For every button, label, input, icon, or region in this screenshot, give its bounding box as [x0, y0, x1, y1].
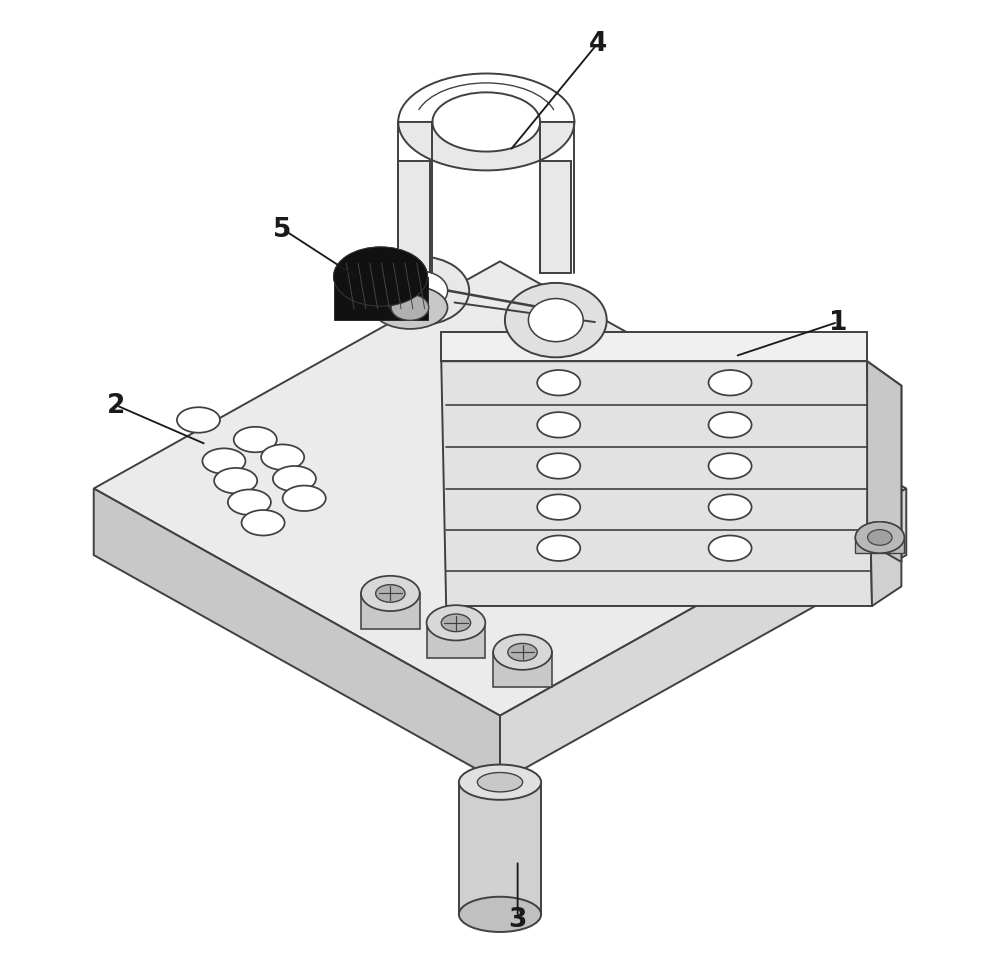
Ellipse shape	[709, 413, 752, 438]
Ellipse shape	[228, 490, 271, 515]
Ellipse shape	[537, 371, 580, 396]
Polygon shape	[398, 123, 574, 171]
Text: 5: 5	[273, 217, 292, 243]
Ellipse shape	[459, 897, 541, 932]
Ellipse shape	[508, 644, 537, 661]
Polygon shape	[441, 362, 872, 606]
Ellipse shape	[709, 454, 752, 479]
Ellipse shape	[868, 530, 892, 546]
Ellipse shape	[537, 413, 580, 438]
Polygon shape	[361, 594, 420, 629]
Polygon shape	[500, 489, 906, 782]
Polygon shape	[427, 623, 485, 658]
Text: 3: 3	[508, 907, 527, 932]
Ellipse shape	[391, 295, 429, 321]
Ellipse shape	[855, 522, 904, 554]
Text: 2: 2	[107, 393, 125, 419]
Ellipse shape	[234, 427, 277, 453]
Ellipse shape	[855, 522, 904, 554]
Ellipse shape	[393, 272, 448, 311]
Ellipse shape	[505, 284, 607, 358]
Ellipse shape	[242, 511, 285, 536]
Ellipse shape	[709, 536, 752, 561]
Ellipse shape	[709, 371, 752, 396]
Ellipse shape	[709, 495, 752, 520]
Polygon shape	[540, 162, 571, 274]
Polygon shape	[867, 362, 901, 606]
Ellipse shape	[334, 247, 428, 307]
Ellipse shape	[493, 635, 552, 670]
Ellipse shape	[177, 408, 220, 433]
Ellipse shape	[361, 576, 420, 611]
Polygon shape	[334, 278, 428, 321]
Ellipse shape	[537, 536, 580, 561]
Polygon shape	[398, 162, 430, 274]
Polygon shape	[867, 362, 901, 562]
Ellipse shape	[372, 287, 448, 330]
Ellipse shape	[334, 247, 428, 307]
Text: 4: 4	[589, 31, 607, 57]
Ellipse shape	[283, 486, 326, 511]
Ellipse shape	[537, 454, 580, 479]
Ellipse shape	[427, 605, 485, 641]
Ellipse shape	[528, 299, 583, 342]
Ellipse shape	[371, 257, 469, 326]
Text: 1: 1	[829, 310, 847, 335]
Ellipse shape	[202, 449, 245, 474]
Ellipse shape	[459, 765, 541, 800]
Ellipse shape	[376, 585, 405, 602]
Polygon shape	[855, 538, 904, 554]
Ellipse shape	[477, 773, 523, 792]
Ellipse shape	[214, 468, 257, 494]
Ellipse shape	[441, 614, 471, 632]
Ellipse shape	[261, 445, 304, 470]
Ellipse shape	[537, 495, 580, 520]
Ellipse shape	[273, 467, 316, 492]
Polygon shape	[94, 489, 500, 782]
Polygon shape	[459, 782, 541, 914]
Polygon shape	[441, 333, 867, 362]
Polygon shape	[493, 652, 552, 688]
Polygon shape	[94, 262, 906, 716]
